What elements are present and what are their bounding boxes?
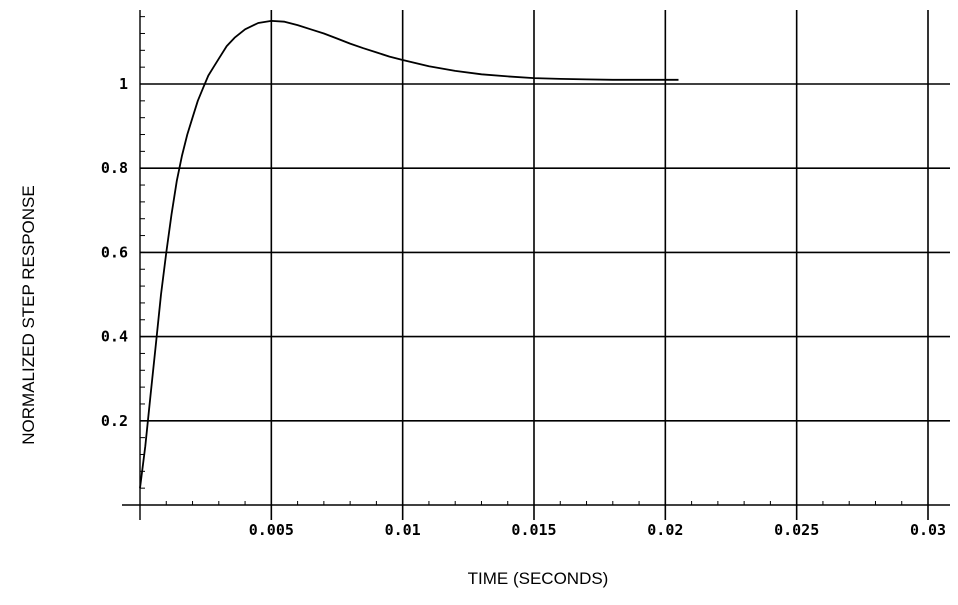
y-tick-label: 0.2 <box>101 412 128 430</box>
series-layer <box>139 19 679 489</box>
x-axis-title: TIME (SECONDS) <box>468 569 609 588</box>
x-tick-label: 0.015 <box>511 521 556 539</box>
grid <box>140 10 950 520</box>
y-tick-label: 0.8 <box>101 159 128 177</box>
y-axis-title: NORMALIZED STEP RESPONSE <box>19 185 38 444</box>
axes <box>122 10 950 520</box>
y-tick-label: 0.4 <box>101 328 128 346</box>
x-tick-label: 0.03 <box>910 521 946 539</box>
x-axis-ticks: 0.005 0.01 0.015 0.02 0.025 0.03 <box>249 521 946 539</box>
x-tick-label: 0.01 <box>385 521 421 539</box>
x-tick-label: 0.025 <box>774 521 819 539</box>
x-tick-label: 0.005 <box>249 521 294 539</box>
y-tick-label: 0.6 <box>101 243 128 261</box>
x-tick-label: 0.02 <box>647 521 683 539</box>
series-line <box>139 19 679 489</box>
y-tick-label: 1 <box>119 75 128 93</box>
y-axis-ticks: 0.2 0.4 0.6 0.8 1 <box>101 75 128 430</box>
